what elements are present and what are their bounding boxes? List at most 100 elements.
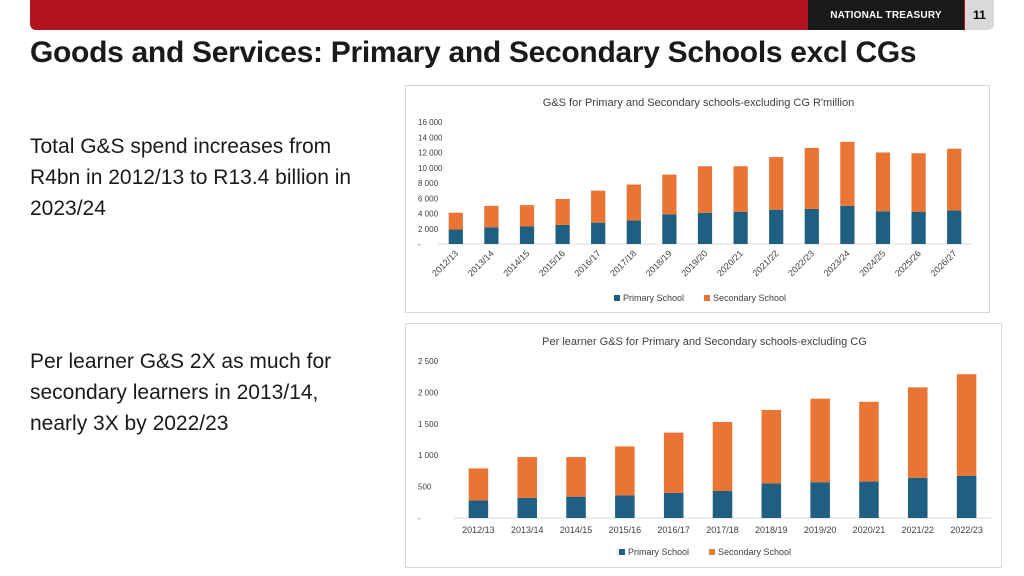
bar-primary-school	[956, 475, 977, 518]
bar-secondary-school	[484, 205, 499, 228]
x-tick-label: 2020/21	[715, 248, 745, 278]
x-tick-label: 2017/18	[706, 525, 739, 535]
y-tick-label: 4 000	[418, 210, 439, 219]
y-tick-label: 2 500	[418, 357, 439, 366]
y-tick-label: 1 000	[418, 451, 439, 460]
bar-primary-school	[875, 211, 891, 244]
legend-label: Primary School	[628, 547, 689, 557]
bar-secondary-school	[519, 205, 535, 227]
x-tick-label: 2017/18	[608, 248, 638, 278]
bar-secondary-school	[956, 374, 977, 476]
x-tick-label: 2018/19	[755, 525, 788, 535]
bar-primary-school	[911, 211, 926, 244]
x-tick-label: 2019/20	[679, 248, 709, 278]
x-tick-label: 2019/20	[804, 525, 837, 535]
x-tick-label: 2012/13	[430, 248, 460, 278]
bar-secondary-school	[712, 421, 733, 491]
x-tick-label: 2026/27	[929, 248, 959, 278]
bar-secondary-school	[697, 166, 713, 213]
y-tick-label: 12 000	[418, 149, 443, 158]
bar-secondary-school	[615, 446, 635, 496]
bar-secondary-school	[875, 152, 891, 212]
bar-primary-school	[761, 483, 782, 518]
bullet-total-spend: Total G&S spend increases from R4bn in 2…	[30, 135, 352, 220]
y-tick-label: 2 000	[418, 388, 439, 397]
bar-primary-school	[615, 495, 635, 518]
bar-primary-school	[804, 208, 819, 244]
bar-primary-school	[859, 481, 879, 518]
y-tick-label: 16 000	[418, 118, 443, 127]
bar-primary-school	[769, 209, 784, 244]
chart-title: Per learner G&S for Primary and Secondar…	[542, 336, 867, 348]
bar-secondary-school	[804, 147, 819, 209]
x-tick-label: 2013/14	[511, 525, 544, 535]
brand-logo: NATIONAL TREASURY	[808, 0, 964, 30]
x-tick-label: 2016/17	[573, 248, 603, 278]
x-tick-label: 2014/15	[560, 525, 593, 535]
bar-primary-school	[712, 490, 733, 518]
x-tick-label: 2015/16	[537, 248, 567, 278]
chart-per-learner-gs-svg: Per learner G&S for Primary and Secondar…	[418, 336, 991, 557]
bar-primary-school	[555, 224, 570, 244]
bar-primary-school	[519, 226, 535, 244]
chart-total-gs-svg: G&S for Primary and Secondary schools-ex…	[418, 97, 972, 303]
legend-swatch	[614, 295, 620, 301]
bar-secondary-school	[555, 199, 570, 225]
bar-secondary-school	[566, 457, 586, 497]
x-tick-label: 2023/24	[822, 248, 852, 278]
bar-secondary-school	[947, 148, 962, 211]
y-tick-label: 1 500	[418, 420, 439, 429]
bar-primary-school	[662, 214, 677, 244]
legend-swatch	[619, 549, 625, 555]
legend-label: Secondary School	[713, 293, 786, 303]
x-tick-label: 2016/17	[657, 525, 690, 535]
bar-primary-school	[697, 212, 713, 244]
y-tick-label: 500	[418, 483, 432, 492]
bar-primary-school	[840, 205, 855, 244]
bar-secondary-school	[662, 174, 677, 215]
bar-primary-school	[733, 211, 748, 244]
page-number: 11	[965, 0, 994, 30]
bar-secondary-school	[810, 398, 830, 483]
bar-secondary-school	[911, 153, 926, 212]
bar-secondary-school	[448, 212, 463, 230]
bar-secondary-school	[468, 468, 489, 501]
bar-secondary-school	[761, 409, 782, 484]
bar-secondary-school	[591, 190, 606, 223]
bar-primary-school	[947, 210, 962, 244]
legend-swatch	[704, 295, 710, 301]
bar-secondary-school	[626, 184, 641, 221]
chart-per-learner-gs: Per learner G&S for Primary and Secondar…	[405, 323, 1002, 568]
bar-secondary-school	[840, 141, 855, 206]
page-title: Goods and Services: Primary and Secondar…	[30, 36, 917, 69]
bar-primary-school	[566, 496, 586, 518]
bar-secondary-school	[517, 457, 537, 498]
legend-label: Primary School	[623, 293, 684, 303]
y-tick-label: -	[418, 514, 421, 523]
bullet-per-learner: Per learner G&S 2X as much for secondary…	[30, 350, 332, 435]
x-tick-label: 2015/16	[609, 525, 642, 535]
chart-title: G&S for Primary and Secondary schools-ex…	[543, 97, 854, 109]
x-tick-label: 2022/23	[786, 248, 816, 278]
y-tick-label: 2 000	[418, 225, 439, 234]
x-tick-label: 2025/26	[893, 248, 923, 278]
bar-secondary-school	[663, 432, 684, 493]
bar-primary-school	[810, 482, 830, 518]
bar-primary-school	[626, 220, 641, 244]
legend-swatch	[709, 549, 715, 555]
bar-secondary-school	[859, 401, 879, 482]
bar-primary-school	[448, 229, 463, 244]
bar-primary-school	[908, 477, 928, 518]
y-tick-label: 8 000	[418, 179, 439, 188]
chart-total-gs: G&S for Primary and Secondary schools-ex…	[405, 85, 990, 313]
bar-primary-school	[468, 500, 489, 518]
bar-primary-school	[663, 492, 684, 518]
bar-primary-school	[591, 222, 606, 244]
y-tick-label: 14 000	[418, 133, 443, 142]
x-tick-label: 2021/22	[751, 248, 781, 278]
bar-secondary-school	[908, 387, 928, 478]
bar-secondary-school	[769, 157, 784, 210]
bar-primary-school	[517, 497, 537, 518]
x-tick-label: 2020/21	[853, 525, 886, 535]
x-tick-label: 2014/15	[501, 248, 531, 278]
